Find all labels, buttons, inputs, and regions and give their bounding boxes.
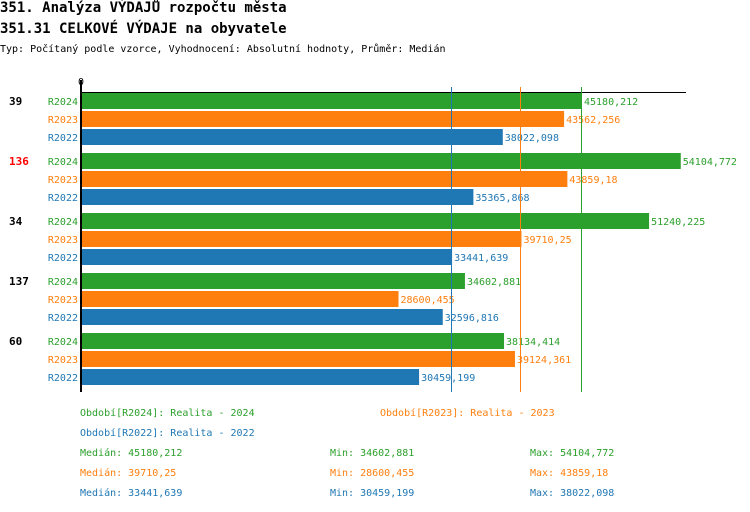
legend-period-r2023: Období[R2023]: Realita - 2023	[380, 408, 555, 419]
bar-value-label: 28600,455	[401, 295, 455, 306]
bar-r2023	[82, 291, 399, 307]
bar-value-label: 39710,25	[523, 235, 571, 246]
series-label: R2023	[48, 355, 78, 366]
series-label: R2024	[48, 97, 78, 108]
bar-r2024	[82, 93, 582, 109]
bar-value-label: 51240,225	[651, 217, 705, 228]
bar-r2023	[82, 171, 568, 187]
category-label: 34	[9, 215, 23, 228]
legend-min-r2024: Min: 34602,881	[330, 448, 415, 459]
bar-r2023	[82, 351, 515, 367]
category-label: 39	[9, 95, 22, 108]
series-label: R2024	[48, 277, 78, 288]
category-label: 60	[9, 335, 22, 348]
legend-min-r2023: Min: 28600,455	[330, 468, 415, 479]
bar-r2024	[82, 273, 465, 289]
bar-value-label: 32596,816	[445, 313, 499, 324]
bar-value-label: 45180,212	[584, 97, 638, 108]
bar-value-label: 35365,868	[475, 193, 529, 204]
category-label: 137	[9, 275, 29, 288]
series-label: R2023	[48, 175, 78, 186]
legend-max-r2024: Max: 54104,772	[530, 448, 615, 459]
series-label: R2024	[48, 337, 78, 348]
series-label: R2022	[48, 253, 78, 264]
bar-r2023	[82, 231, 522, 247]
chart-info: Typ: Počítaný podle vzorce, Vyhodnocení:…	[0, 44, 446, 55]
y-axis-line	[80, 80, 82, 392]
bar-value-label: 43562,256	[566, 115, 620, 126]
series-label: R2023	[48, 235, 78, 246]
legend-median-r2022: Medián: 33441,639	[80, 488, 183, 499]
bar-value-label: 30459,199	[421, 373, 475, 384]
bar-value-label: 34602,881	[467, 277, 521, 288]
chart-subtitle: 351.31 CELKOVÉ VÝDAJE na obyvatele	[0, 21, 287, 37]
bar-value-label: 54104,772	[683, 157, 737, 168]
legend-period-r2024: Období[R2024]: Realita - 2024	[80, 408, 255, 419]
bar-r2024	[82, 333, 505, 349]
series-label: R2022	[48, 313, 78, 324]
bar-value-label: 39124,361	[517, 355, 571, 366]
bar-value-label: 38022,098	[505, 133, 559, 144]
series-label: R2023	[48, 295, 78, 306]
bar-value-label: 33441,639	[454, 253, 508, 264]
bar-r2022	[82, 189, 474, 205]
series-label: R2023	[48, 115, 78, 126]
series-label: R2022	[48, 133, 78, 144]
category-label: 136	[9, 155, 29, 168]
bar-r2022	[82, 369, 420, 385]
series-label: R2024	[48, 157, 78, 168]
legend-max-r2022: Max: 38022,098	[530, 488, 615, 499]
bar-r2024	[82, 153, 681, 169]
legend-median-r2023: Medián: 39710,25	[80, 468, 177, 479]
series-label: R2022	[48, 193, 78, 204]
page-title: 351. Analýza VÝDAJŮ rozpočtu města	[0, 0, 287, 16]
bar-value-label: 38134,414	[506, 337, 560, 348]
bar-r2022	[82, 129, 503, 145]
legend-period-r2022: Období[R2022]: Realita - 2022	[80, 428, 255, 439]
bar-value-label: 43859,18	[569, 175, 617, 186]
legend-min-r2022: Min: 30459,199	[330, 488, 415, 499]
bar-r2024	[82, 213, 650, 229]
bar-r2022	[82, 249, 453, 265]
bar-r2023	[82, 111, 565, 127]
legend-max-r2023: Max: 43859,18	[530, 468, 609, 479]
legend-median-r2024: Medián: 45180,212	[80, 448, 183, 459]
series-label: R2022	[48, 373, 78, 384]
series-label: R2024	[48, 217, 78, 228]
bar-r2022	[82, 309, 443, 325]
